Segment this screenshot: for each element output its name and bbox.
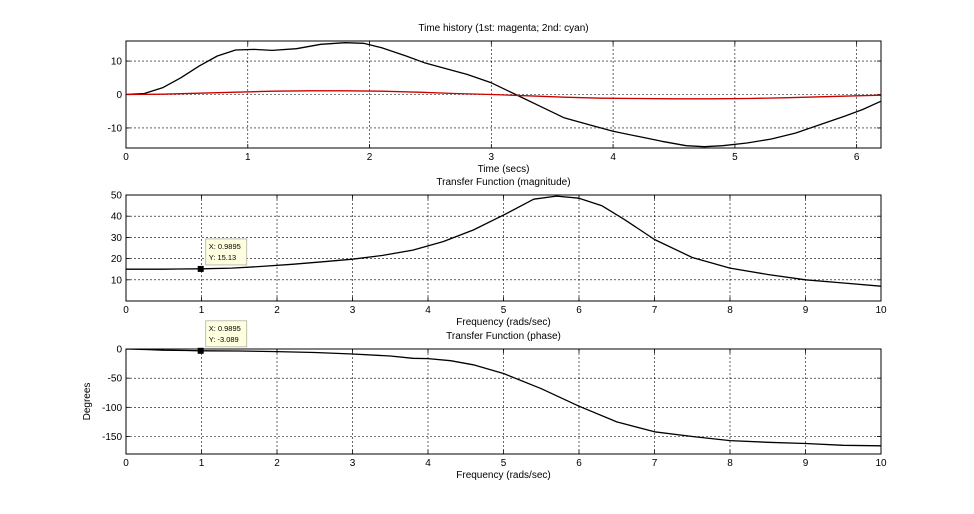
x-tick-label: 5 bbox=[501, 305, 507, 316]
data-tip-x: X: 0.9895 bbox=[209, 324, 241, 333]
data-tip-marker[interactable] bbox=[197, 265, 204, 272]
x-tick-label: 0 bbox=[123, 152, 129, 163]
x-axis-label: Frequency (rads/sec) bbox=[456, 317, 550, 328]
x-tick-label: 4 bbox=[425, 305, 431, 316]
y-tick-label: 30 bbox=[111, 233, 123, 244]
x-tick-label: 2 bbox=[274, 458, 280, 469]
x-tick-label: 6 bbox=[576, 458, 582, 469]
x-tick-label: 7 bbox=[652, 458, 658, 469]
x-tick-label: 5 bbox=[501, 458, 507, 469]
y-tick-label: 10 bbox=[111, 57, 123, 68]
chart-panel-2: 0 1 2 3 4 5 6 7 8 9 10 10 20 30 40 50 Transfer Function … bbox=[111, 177, 887, 328]
y-tick-label: -50 bbox=[108, 374, 123, 385]
x-tick-label: 9 bbox=[803, 305, 809, 316]
x-tick-label: 10 bbox=[875, 305, 887, 316]
y-tick-label: 50 bbox=[111, 191, 123, 202]
axes-frame bbox=[125, 40, 882, 149]
x-tick-label: 1 bbox=[245, 152, 251, 163]
x-tick-label: 0 bbox=[123, 458, 129, 469]
x-tick-label: 9 bbox=[803, 458, 809, 469]
x-tick-label: 3 bbox=[489, 152, 495, 163]
x-tick-label: 8 bbox=[727, 458, 733, 469]
x-tick-label: 2 bbox=[367, 152, 373, 163]
y-axis-label: Degrees bbox=[82, 383, 93, 421]
x-axis-label: Frequency (rads/sec) bbox=[456, 470, 550, 481]
x-tick-label: 2 bbox=[274, 305, 280, 316]
x-tick-label: 3 bbox=[350, 305, 356, 316]
x-tick-label: 1 bbox=[199, 458, 205, 469]
data-tip[interactable]: X: 0.9895 Y: 15.13 bbox=[197, 238, 248, 272]
y-tick-label: 20 bbox=[111, 254, 123, 265]
y-tick-label: -10 bbox=[108, 123, 123, 134]
series-line-1 bbox=[126, 42, 881, 148]
data-tip-box bbox=[205, 238, 248, 266]
series-line-1 bbox=[126, 195, 881, 287]
chart-title: Transfer Function (phase) bbox=[446, 331, 561, 342]
data-tip-marker[interactable] bbox=[197, 347, 204, 354]
data-tip[interactable]: X: 0.9895 Y: -3.089 bbox=[197, 320, 248, 354]
x-tick-label: 8 bbox=[727, 305, 733, 316]
x-tick-label: 4 bbox=[610, 152, 616, 163]
x-tick-label: 6 bbox=[576, 305, 582, 316]
y-tick-label: 10 bbox=[111, 275, 123, 286]
y-tick-label: -150 bbox=[102, 432, 122, 443]
x-tick-label: 1 bbox=[199, 305, 205, 316]
chart-title: Transfer Function (magnitude) bbox=[436, 177, 570, 188]
y-tick-label: -100 bbox=[102, 403, 122, 414]
axes-frame bbox=[125, 194, 882, 302]
x-axis-label: Time (secs) bbox=[478, 164, 530, 175]
x-tick-label: 5 bbox=[732, 152, 738, 163]
y-tick-label: 0 bbox=[116, 345, 122, 356]
data-tip-x: X: 0.9895 bbox=[209, 242, 241, 251]
y-tick-label: 0 bbox=[116, 90, 122, 101]
x-tick-label: 0 bbox=[123, 305, 129, 316]
data-tip-box bbox=[205, 320, 248, 348]
chart-panel-3: 0 1 2 3 4 5 6 7 8 9 10 -150 -100 -50 0 Transfer Functio… bbox=[82, 320, 887, 481]
x-tick-label: 10 bbox=[875, 458, 887, 469]
series-line-2 bbox=[126, 90, 881, 100]
x-tick-label: 3 bbox=[350, 458, 356, 469]
data-tip-y: Y: -3.089 bbox=[209, 335, 239, 344]
x-tick-label: 7 bbox=[652, 305, 658, 316]
data-tip-y: Y: 15.13 bbox=[209, 253, 237, 262]
chart-title: Time history (1st: magenta; 2nd: cyan) bbox=[418, 23, 588, 34]
axes-frame bbox=[125, 348, 882, 455]
chart-panel-1: 0 1 2 3 4 5 6 -10 0 10 Time history (1st: magenta;… bbox=[108, 23, 882, 175]
x-tick-label: 6 bbox=[854, 152, 860, 163]
x-tick-label: 4 bbox=[425, 458, 431, 469]
y-tick-label: 40 bbox=[111, 212, 123, 223]
